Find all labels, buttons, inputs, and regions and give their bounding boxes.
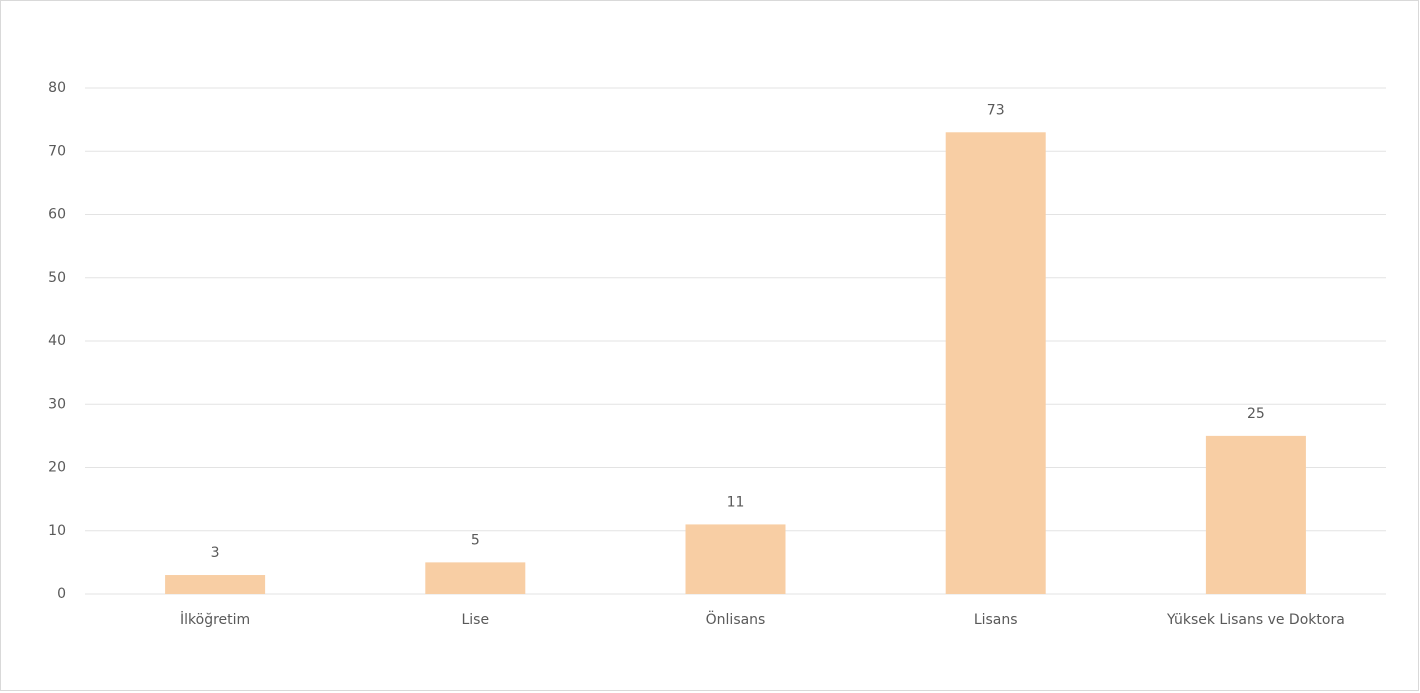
bar xyxy=(425,562,526,594)
bar xyxy=(685,524,786,594)
y-tick-label: 70 xyxy=(48,143,66,159)
data-label: 25 xyxy=(1247,406,1265,422)
bar xyxy=(165,575,266,594)
y-tick-label: 60 xyxy=(48,207,66,223)
y-tick-label: 0 xyxy=(57,586,66,602)
data-label: 3 xyxy=(211,545,220,561)
x-tick-label: Lisans xyxy=(974,612,1018,628)
x-tick-label: İlköğretim xyxy=(180,610,250,628)
y-tick-label: 40 xyxy=(48,333,66,349)
bar xyxy=(945,132,1046,594)
bar xyxy=(1205,435,1306,594)
y-tick-label: 30 xyxy=(48,396,66,412)
y-tick-label: 80 xyxy=(48,80,66,96)
y-tick-label: 20 xyxy=(48,460,66,476)
x-tick-label: Lise xyxy=(461,612,489,628)
data-label: 73 xyxy=(987,102,1005,118)
x-tick-label: Yüksek Lisans ve Doktora xyxy=(1166,612,1345,628)
y-tick-label: 50 xyxy=(48,270,66,286)
x-tick-label: Önlisans xyxy=(706,610,766,628)
y-tick-label: 10 xyxy=(48,523,66,539)
data-label: 11 xyxy=(727,494,745,510)
data-label: 5 xyxy=(471,532,480,548)
